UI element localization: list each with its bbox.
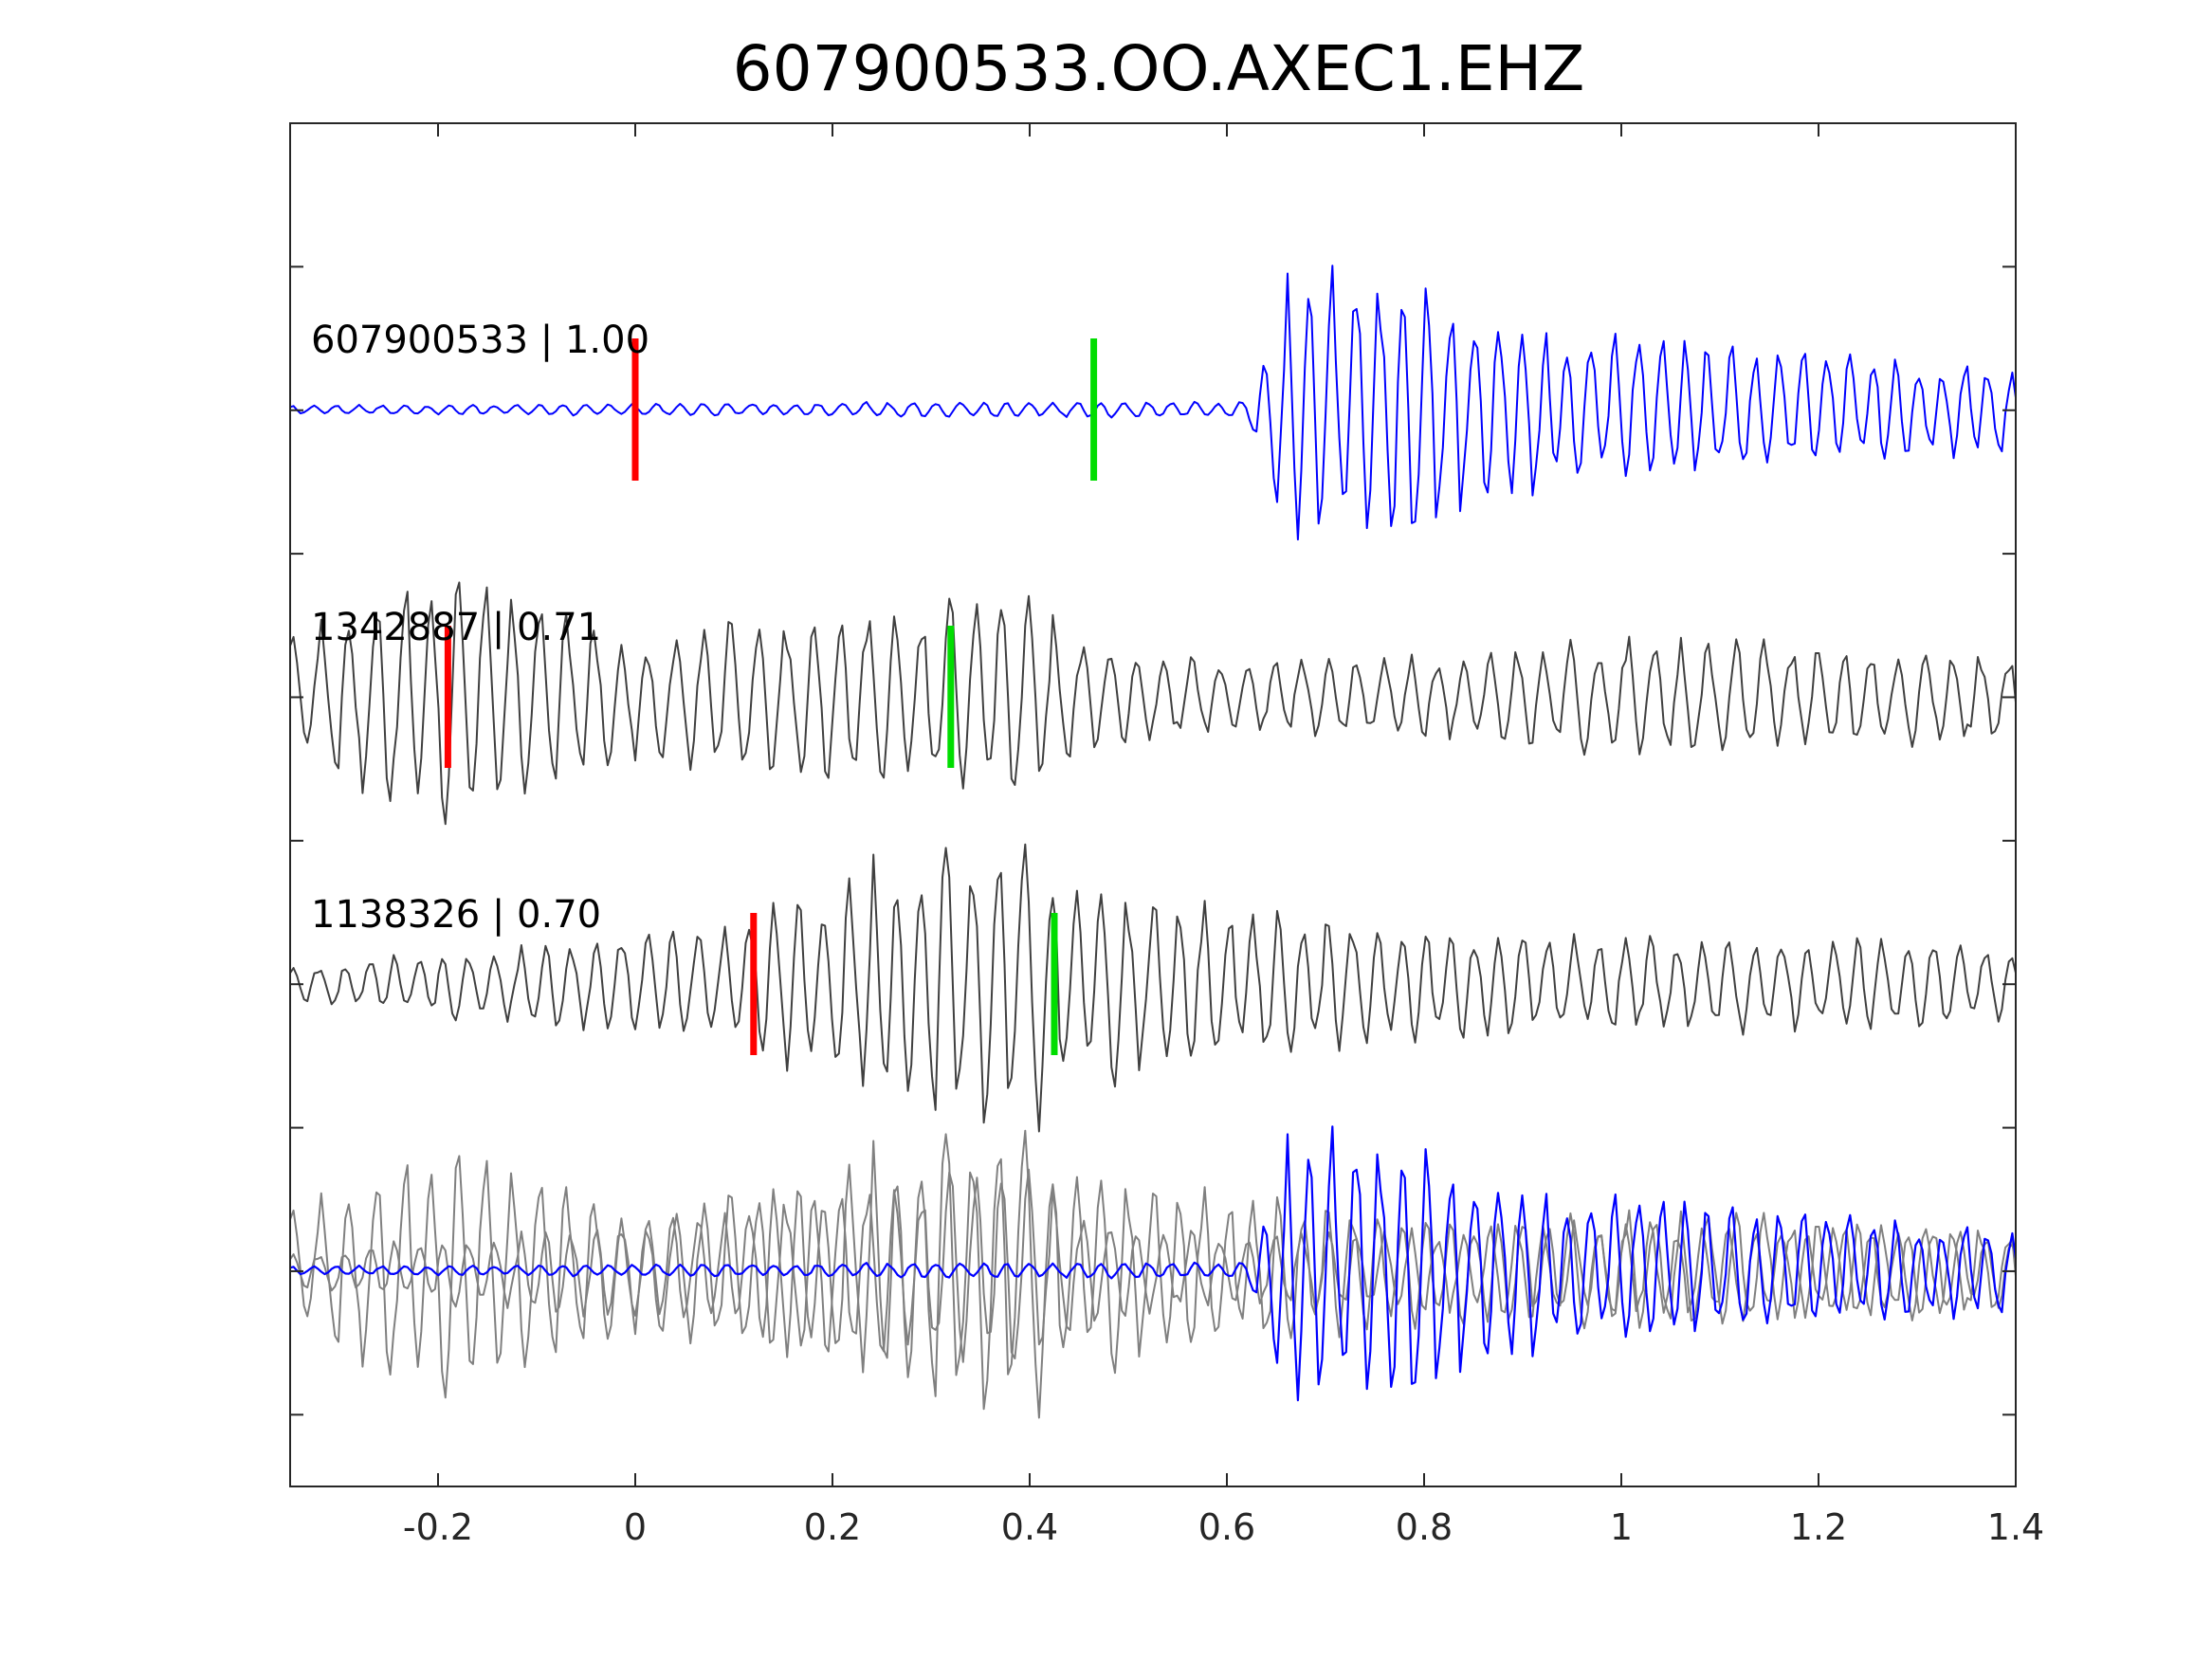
x-tick-label: 0.4	[1001, 1506, 1058, 1548]
x-tick-label: 0	[624, 1506, 647, 1548]
overlay-waveform-1342887	[289, 1155, 2017, 1399]
plot-area	[289, 264, 2018, 1419]
axis-ticks: -0.2 0 0.2 0.4 0.6 0.8 1 1.2 1.4	[290, 123, 2044, 1548]
chart-title: 607900533.OO.AXEC1.EHZ	[733, 32, 1585, 105]
overlay-waveform-607900533	[289, 1125, 2018, 1402]
x-tick-label: 0.6	[1198, 1506, 1255, 1548]
x-tick-label: 1	[1610, 1506, 1633, 1548]
trace-labels: 607900533 | 1.00 1342887 | 0.71 1138326 | …	[311, 319, 649, 937]
waveform-607900533	[289, 264, 2017, 541]
x-tick-label: 0.8	[1396, 1506, 1453, 1548]
trace-label-1138326: 1138326 | 0.70	[311, 893, 601, 937]
axes-box	[289, 122, 2017, 1487]
x-tick-label: 0.2	[804, 1506, 861, 1548]
trace-label-607900533: 607900533 | 1.00	[311, 319, 649, 362]
waveform-1342887	[289, 581, 2017, 826]
x-tick-label: 1.2	[1790, 1506, 1847, 1548]
x-tick-label: 1.4	[1987, 1506, 2044, 1548]
x-tick-label: -0.2	[403, 1506, 473, 1548]
trace-label-1342887: 1342887 | 0.71	[311, 606, 601, 649]
waveform-1138326	[289, 843, 2017, 1133]
